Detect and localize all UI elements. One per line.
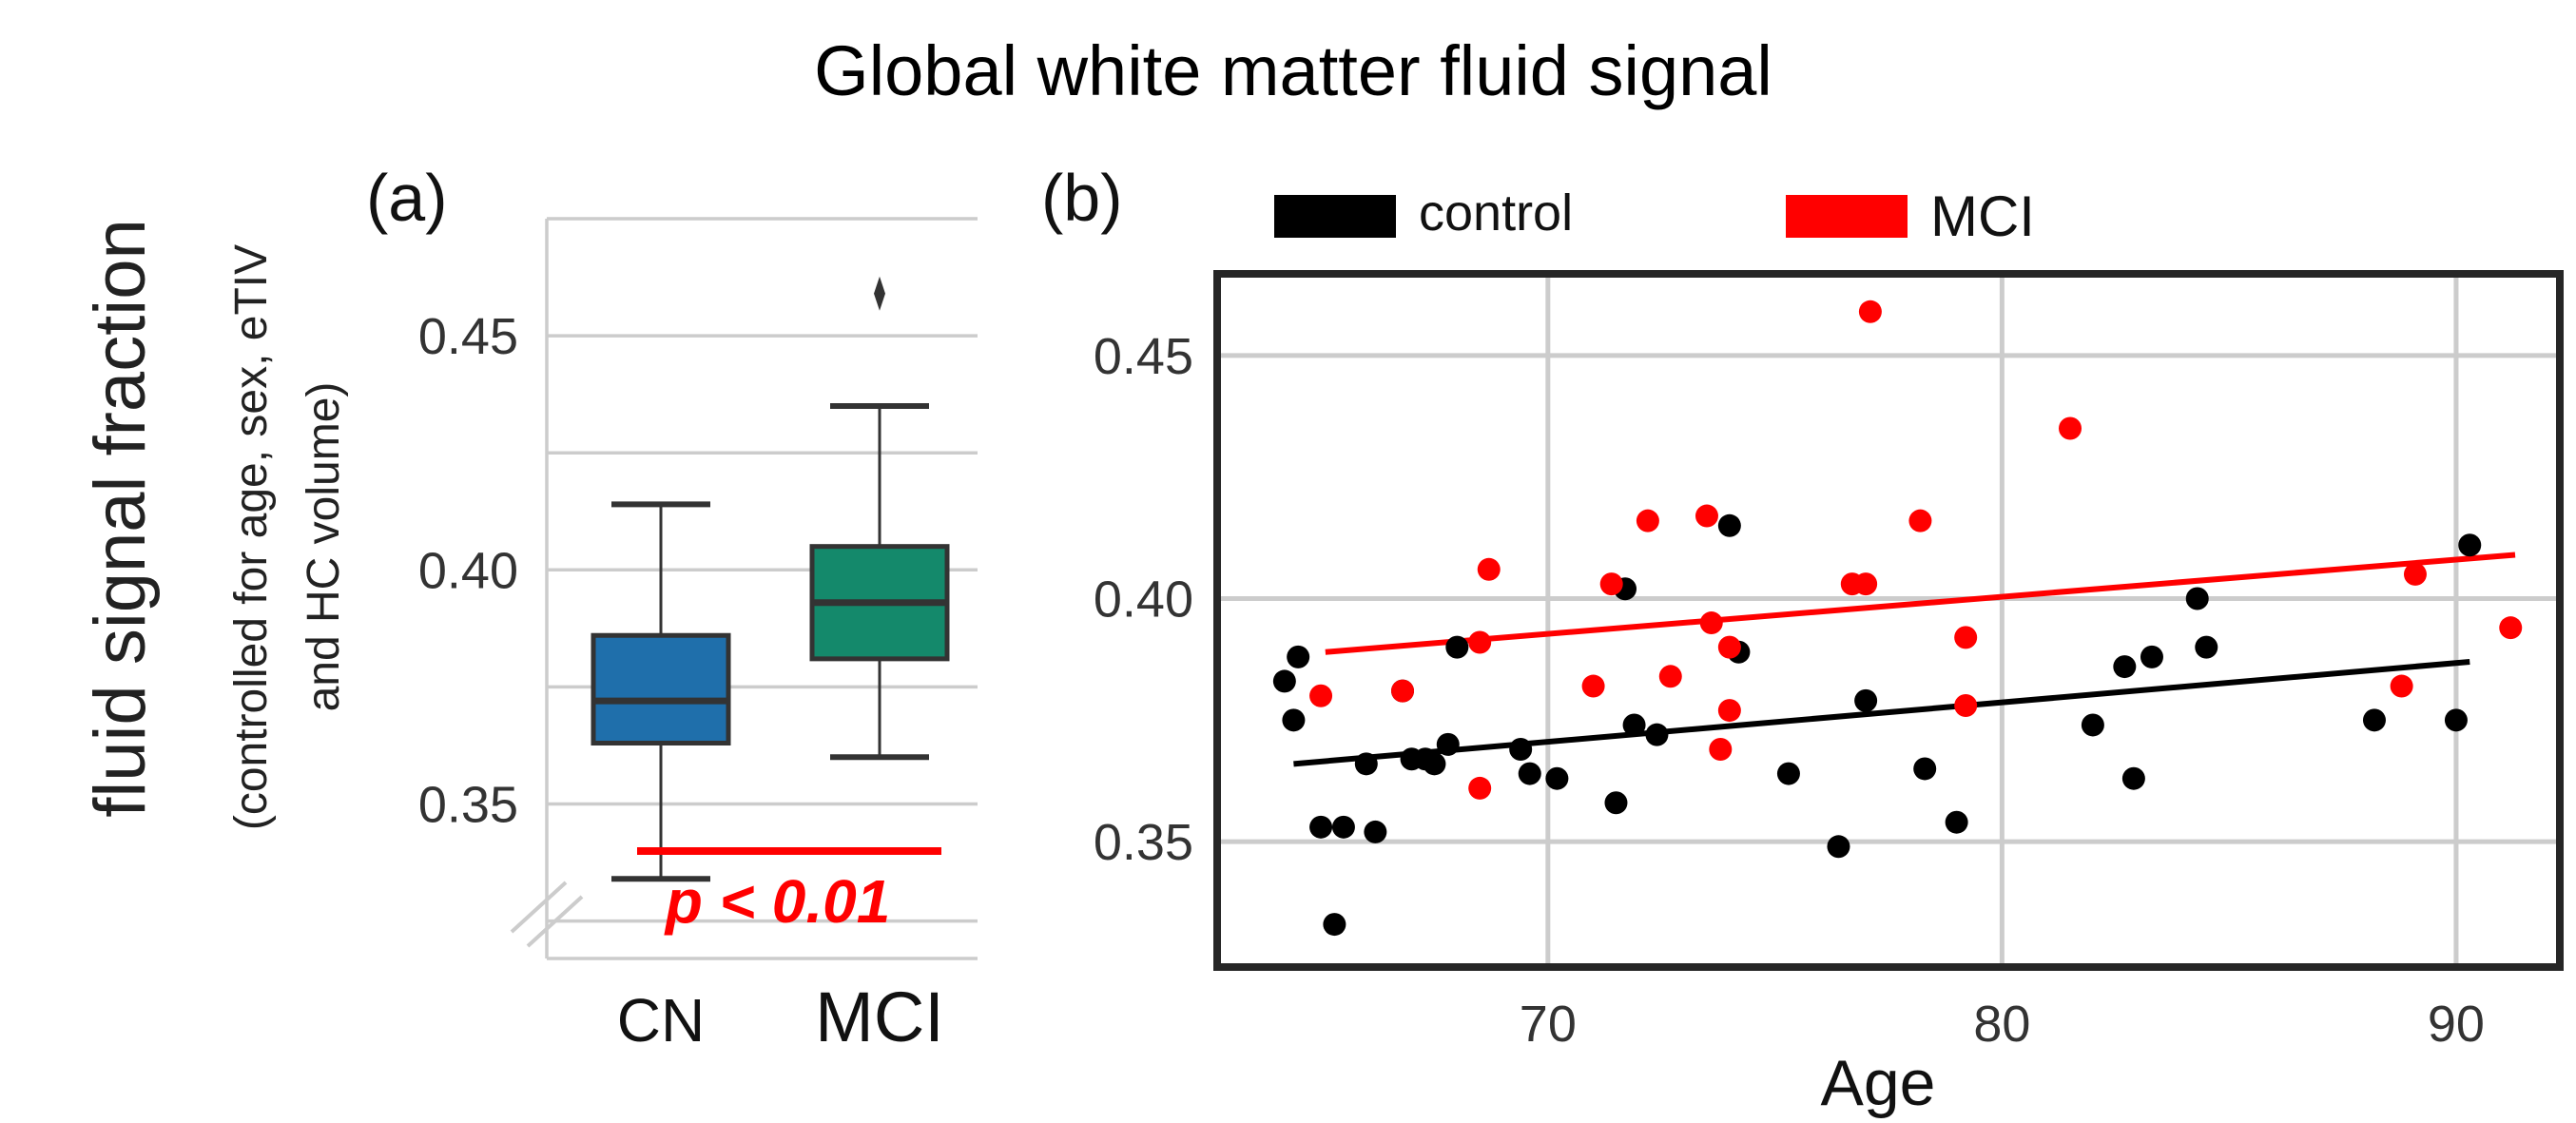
- mci-data-point: [1391, 679, 1415, 703]
- mci-data-point: [1699, 611, 1723, 635]
- control-data-point: [1445, 635, 1469, 659]
- control-data-point: [1287, 645, 1310, 668]
- control-data-point: [2185, 587, 2209, 610]
- boxplot-panel: 0.35 0.40 0.45 CN MCI p < 0.01: [418, 217, 978, 1056]
- cn-box: [591, 632, 731, 745]
- control-data-point: [1509, 738, 1533, 762]
- mci-data-point: [2499, 616, 2523, 640]
- boxplot-y-tick-label: 0.35: [418, 777, 518, 834]
- axis-break-mark-2: [526, 895, 584, 948]
- control-data-point: [1272, 669, 1296, 693]
- mci-outlier: [874, 276, 885, 311]
- mci-data-point: [1908, 509, 1932, 532]
- mci-data-point: [2059, 416, 2082, 440]
- mci-data-point: [1581, 674, 1605, 698]
- mci-data-point: [2403, 562, 2427, 586]
- mci-data-point: [1709, 738, 1733, 762]
- control-data-point: [1354, 752, 1378, 776]
- control-data-point: [2458, 533, 2482, 557]
- control-data-point: [2140, 645, 2163, 668]
- control-data-point: [1827, 835, 1850, 859]
- control-data-point: [2362, 708, 2386, 732]
- y-axis-label: fluid signal fraction: [80, 219, 161, 817]
- legend-label-control: control: [1419, 184, 1573, 242]
- mci-data-point: [1717, 699, 1741, 723]
- control-data-point: [2113, 655, 2137, 679]
- legend: control MCI: [1274, 184, 2035, 248]
- mci-data-point: [1468, 776, 1492, 800]
- mci-data-point: [1309, 684, 1333, 707]
- control-data-point: [1436, 732, 1460, 756]
- control-data-point: [1331, 815, 1355, 839]
- scatter-plot-frame: [1213, 270, 2564, 971]
- scatter-y-tick-label: 0.45: [1094, 328, 1193, 385]
- y-axis-sublabel-line-2: and HC volume): [299, 382, 349, 712]
- boxplot-y-tick-label: 0.45: [418, 308, 518, 365]
- mci-data-point: [1954, 626, 1978, 649]
- scatter-panel: 70 80 90 0.35 0.40 0.45 Age control MCI: [1094, 184, 2564, 1119]
- control-data-point: [1518, 762, 1541, 785]
- control-data-point: [1282, 708, 1306, 732]
- mci-data-point: [1658, 665, 1682, 688]
- mci-data-point: [1477, 557, 1501, 581]
- panel-b-label: (b): [1041, 161, 1123, 235]
- control-data-point: [1645, 723, 1669, 746]
- control-data-point: [2081, 713, 2104, 737]
- axis-break-mark-1: [510, 881, 568, 934]
- control-trend-line: [1293, 658, 2470, 767]
- control-data-point: [1854, 688, 1878, 712]
- control-data-point: [1945, 810, 1968, 834]
- mci-data-point: [1695, 504, 1718, 528]
- control-data-point: [1545, 766, 1569, 790]
- control-data-point: [1309, 815, 1333, 839]
- control-data-point: [1622, 713, 1646, 737]
- control-data-point: [1717, 513, 1741, 537]
- panel-a-label: (a): [366, 161, 448, 235]
- mci-data-point: [1599, 572, 1623, 596]
- mci-data-point: [1954, 693, 1978, 717]
- legend-swatch-control: [1274, 195, 1396, 238]
- boxplot-y-tick-label: 0.40: [418, 542, 518, 599]
- scatter-x-tick-label: 90: [2428, 996, 2485, 1053]
- scatter-x-tick-label: 70: [1520, 996, 1577, 1053]
- control-data-point: [2121, 766, 2145, 790]
- mci-data-point: [1858, 300, 1882, 323]
- p-value-annotation: p < 0.01: [664, 867, 891, 936]
- mci-data-point: [1717, 635, 1741, 659]
- figure-title: Global white matter fluid signal: [814, 31, 1772, 110]
- control-data-point: [2444, 708, 2468, 732]
- category-label-mci: MCI: [815, 978, 944, 1056]
- control-data-point: [1913, 757, 1937, 781]
- x-axis-label: Age: [1821, 1047, 1936, 1119]
- mci-data-point: [2390, 674, 2413, 698]
- category-label-cn: CN: [617, 986, 705, 1055]
- mci-trend-line: [1325, 552, 2516, 655]
- control-data-point: [1323, 913, 1346, 937]
- control-data-point: [2195, 635, 2218, 659]
- control-data-point: [1364, 820, 1387, 843]
- control-data-point: [1776, 762, 1800, 785]
- mci-data-point: [1468, 630, 1492, 654]
- y-axis-sublabel-line-1: (controlled for age, sex, eTIV: [226, 244, 277, 830]
- mci-data-point: [1636, 509, 1659, 532]
- scatter-y-tick-label: 0.40: [1094, 571, 1193, 628]
- scatter-y-tick-label: 0.35: [1094, 814, 1193, 871]
- control-data-point: [1423, 752, 1446, 776]
- mci-data-point: [1854, 572, 1878, 596]
- scatter-x-tick-label: 80: [1973, 996, 2030, 1053]
- legend-label-mci: MCI: [1930, 184, 2035, 248]
- legend-swatch-mci: [1786, 195, 1908, 238]
- control-data-point: [1604, 791, 1628, 815]
